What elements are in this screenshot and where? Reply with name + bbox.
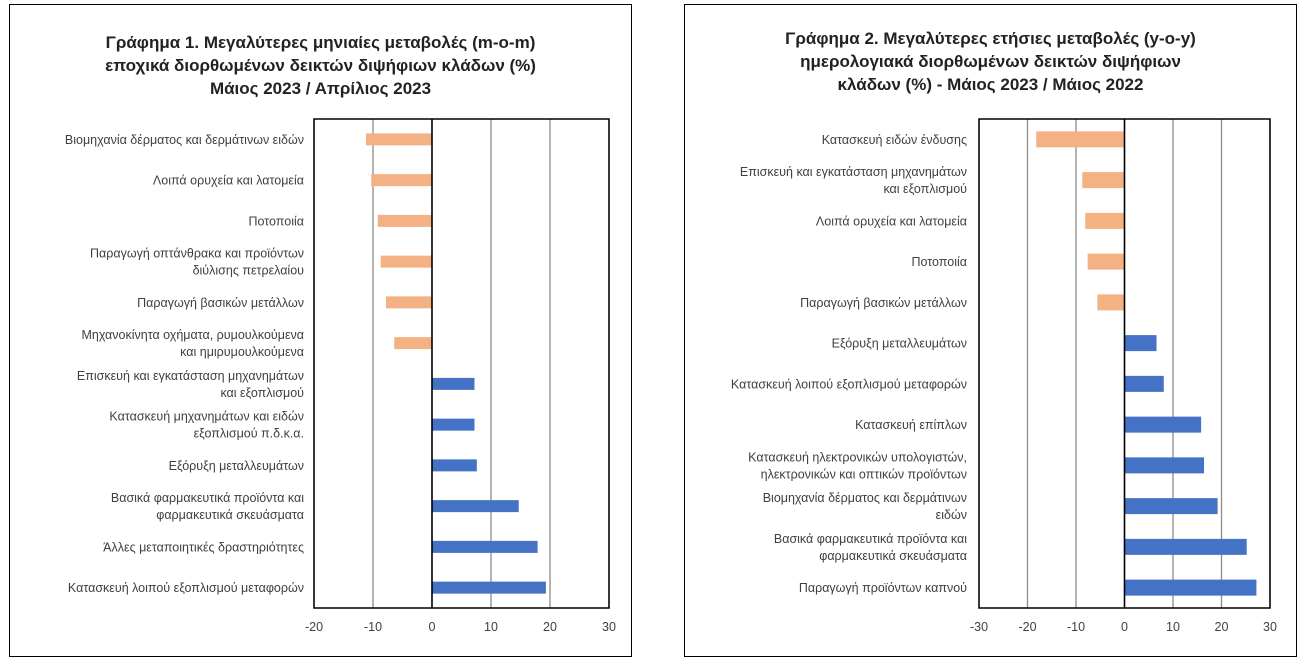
category-label: Κατασκευή ηλεκτρονικών υπολογιστών, ηλεκτ…: [748, 450, 967, 481]
category-label: Κατασκευή επίπλων: [855, 418, 967, 432]
x-tick-label: 30: [1263, 620, 1277, 634]
bar: [1124, 457, 1205, 474]
x-tick-label: -20: [305, 620, 323, 634]
x-tick-label: -30: [970, 620, 988, 634]
bar-chart-1: Βιομηχανία δέρματος και δερμάτινων ειδών…: [65, 118, 616, 634]
bar: [1124, 335, 1157, 352]
category-label: Παραγωγή βασικών μετάλλων: [137, 296, 304, 310]
bar: [432, 581, 546, 594]
bar: [432, 459, 477, 472]
bar: [1124, 498, 1218, 515]
bar: [371, 174, 432, 187]
category-label: Κατασκευή λοιπού εξοπλισμού μεταφορών: [731, 377, 967, 391]
category-label: Ποτοποιία: [248, 214, 304, 228]
x-tick-label: 20: [1215, 620, 1229, 634]
category-label: Άλλες μεταποιητικές δραστηριότητες: [103, 540, 304, 554]
bar: [365, 133, 432, 146]
category-label: Παραγωγή βασικών μετάλλων: [800, 296, 967, 310]
x-tick-label: 0: [429, 620, 436, 634]
category-label: Εξόρυξη μεταλλευμάτων: [169, 459, 304, 473]
chart-title-line: εποχικά διορθωμένων δεικτών διψήφιων κλά…: [105, 56, 536, 75]
chart-title: Γράφημα 1. Μεγαλύτερες μηνιαίες μεταβολέ…: [10, 31, 631, 100]
bar: [1082, 172, 1125, 189]
category-label: Κατασκευή λοιπού εξοπλισμού μεταφορών: [68, 581, 304, 595]
category-label: Παραγωγή προϊόντων καπνού: [799, 581, 967, 595]
bar: [1124, 416, 1202, 433]
bar: [432, 540, 538, 553]
x-tick-label: -20: [1018, 620, 1036, 634]
bar: [432, 377, 475, 390]
x-tick-label: 30: [602, 620, 616, 634]
bar: [1124, 375, 1164, 392]
bar: [432, 500, 519, 513]
category-label: Κατασκευή μηχανημάτων και ειδών εξοπλισμο…: [109, 410, 304, 441]
chart-title-line: κλάδων (%) - Μάιος 2023 / Μάιος 2022: [837, 75, 1144, 94]
chart-title-line: ημερολογιακά διορθωμένων δεικτών διψήφιω…: [800, 52, 1181, 71]
category-label: Βασικά φαρμακευτικά προϊόντα και φαρμακευ…: [111, 491, 304, 522]
chart-title-line: Γράφημα 2. Μεγαλύτερες ετήσιες μεταβολές…: [785, 29, 1196, 48]
chart-panel-2: Γράφημα 2. Μεγαλύτερες ετήσιες μεταβολές…: [684, 4, 1297, 657]
bar: [1097, 294, 1125, 311]
category-label: Βιομηχανία δέρματος και δερμάτινων ειδών: [65, 133, 304, 147]
x-tick-label: -10: [364, 620, 382, 634]
category-label: Μηχανοκίνητα οχήματα, ρυμουλκούμενα και η…: [81, 328, 304, 359]
bar: [1124, 538, 1247, 555]
chart-title-line: Γράφημα 1. Μεγαλύτερες μηνιαίες μεταβολέ…: [105, 33, 536, 52]
x-tick-label: -10: [1067, 620, 1085, 634]
bar: [394, 337, 432, 350]
x-tick-label: 0: [1121, 620, 1128, 634]
chart-panel-1: Γράφημα 1. Μεγαλύτερες μηνιαίες μεταβολέ…: [9, 4, 632, 657]
category-label: Παραγωγή οπτάνθρακα και προϊόντων διύλιση…: [90, 247, 304, 278]
bar: [1085, 212, 1125, 229]
category-label: Επισκευή και εγκατάσταση μηχανημάτων και …: [77, 369, 304, 400]
bar: [432, 418, 475, 431]
x-tick-label: 10: [484, 620, 498, 634]
bar: [1087, 253, 1125, 270]
category-label: Ποτοποιία: [911, 255, 967, 269]
category-label: Επισκευή και εγκατάσταση μηχανημάτων και …: [740, 165, 967, 196]
category-label: Εξόρυξη μεταλλευμάτων: [832, 337, 967, 351]
plot-area-frame: [313, 118, 610, 609]
chart-title-line: Μάιος 2023 / Απρίλιος 2023: [209, 79, 432, 98]
x-tick-label: 20: [543, 620, 557, 634]
bar-chart-2: Κατασκευή ειδών ένδυσης Επισκευή και εγκα…: [731, 118, 1277, 634]
bar: [385, 296, 432, 309]
bar: [1036, 131, 1125, 148]
chart-title: Γράφημα 2. Μεγαλύτερες ετήσιες μεταβολές…: [685, 27, 1296, 96]
category-label: Λοιπά ορυχεία και λατομεία: [153, 174, 304, 188]
category-label: Βιομηχανία δέρματος και δερμάτινων ειδών: [763, 491, 967, 522]
x-tick-label: 10: [1166, 620, 1180, 634]
bar: [377, 214, 432, 227]
category-label: Βασικά φαρμακευτικά προϊόντα και φαρμακευ…: [774, 532, 967, 563]
bar: [1124, 579, 1257, 596]
bar: [380, 255, 432, 268]
category-label: Κατασκευή ειδών ένδυσης: [822, 133, 967, 147]
category-label: Λοιπά ορυχεία και λατομεία: [816, 214, 967, 228]
